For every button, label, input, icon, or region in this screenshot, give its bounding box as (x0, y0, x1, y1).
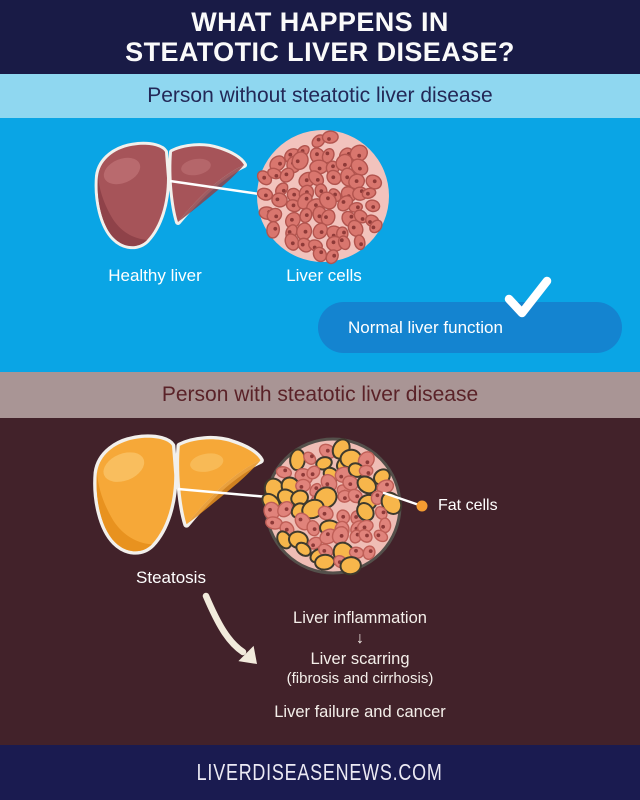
progression-step-scarring: Liver scarring (310, 650, 410, 668)
healthy-section-heading: Person without steatotic liver disease (0, 74, 640, 118)
title-banner: WHAT HAPPENS IN STEATOTIC LIVER DISEASE? (0, 0, 640, 74)
down-arrow-glyph: ↓ (356, 630, 364, 647)
liver-cells-label: Liver cells (286, 266, 362, 285)
normal-function-label: Normal liver function (348, 317, 503, 337)
progression-step-inflammation: Liver inflammation (293, 609, 427, 627)
progression-outcome: Liver failure and cancer (274, 703, 446, 721)
disease-progression: Liver inflammation ↓ Liver scarring (fib… (210, 608, 510, 723)
healthy-liver-label: Healthy liver (108, 266, 202, 285)
steatosis-label: Steatosis (136, 568, 206, 587)
disease-section-heading: Person with steatotic liver disease (0, 372, 640, 418)
progression-step-scarring-detail: (fibrosis and cirrhosis) (286, 670, 434, 687)
disease-section: Steatosis Fat cells Liver inflammation ↓… (0, 418, 640, 745)
checkmark-icon (504, 276, 552, 318)
page-title-line2: STEATOTIC LIVER DISEASE? (125, 37, 515, 67)
normal-function-pill: Normal liver function (318, 302, 622, 353)
fat-cells-label: Fat cells (438, 497, 498, 514)
page-title-line1: WHAT HAPPENS IN (191, 7, 449, 37)
website-url: LIVERDISEASENEWS.COM (197, 759, 443, 785)
fatty-liver-illustration (93, 434, 428, 664)
page-title: WHAT HAPPENS IN STEATOTIC LIVER DISEASE? (125, 7, 515, 67)
healthy-liver-illustration (94, 130, 389, 265)
footer: LIVERDISEASENEWS.COM (0, 745, 640, 800)
healthy-section: Healthy liver Liver cells Normal liver f… (0, 118, 640, 372)
